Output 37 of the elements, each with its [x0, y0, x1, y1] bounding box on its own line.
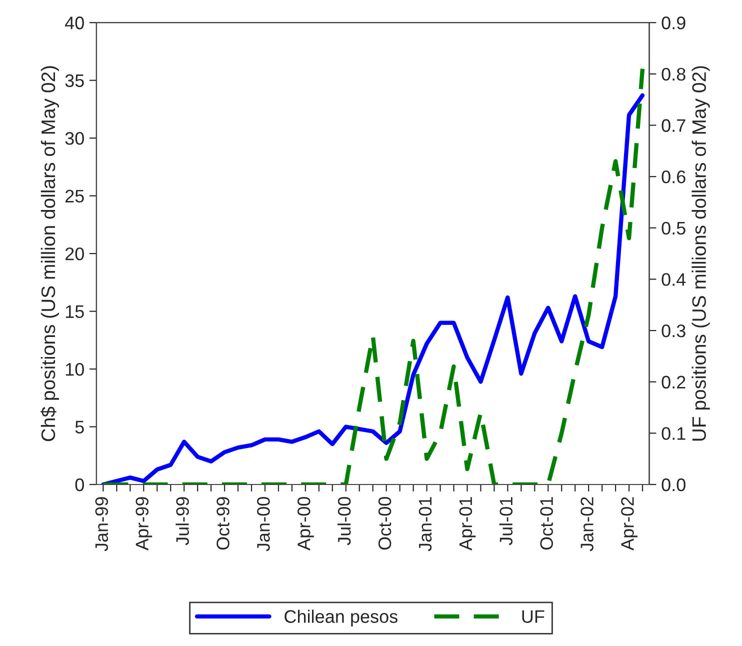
y2-tick-label: 0.8 [662, 68, 686, 81]
y2-tick-label: 0.7 [662, 119, 686, 132]
x-tick-label: Oct-99 [216, 497, 230, 550]
x-tick-label: Oct-01 [540, 497, 553, 550]
x-tick-label: Apr-01 [459, 497, 476, 550]
y2-tick-label: 0.4 [662, 273, 686, 286]
y-tick-label: 40 [64, 16, 84, 30]
legend-label: UF [522, 610, 544, 623]
y-axis-title: Ch$ positions (US million dollars of May 02) [40, 66, 60, 442]
x-tick-label: Apr-99 [136, 497, 152, 550]
x-tick-label: Jan-99 [95, 497, 108, 552]
x-tick-label: Oct-00 [378, 497, 392, 550]
x-tick-label: Jan-01 [418, 497, 432, 552]
y-tick-label: 35 [65, 74, 84, 88]
x-tick-label: Jul-99 [176, 497, 189, 546]
x-tick-label: Jan-02 [580, 497, 594, 552]
x-tick-label: Apr-02 [621, 497, 638, 550]
y2-axis-title: UF positions (US millions dollars of May 02) [692, 66, 710, 441]
y-tick-label: 0 [75, 478, 84, 492]
x-tick-label: Jan-00 [257, 497, 270, 552]
y-tick-label: 30 [65, 132, 84, 145]
y2-tick-label: 0.0 [662, 478, 686, 492]
y-tick-label: 5 [75, 420, 84, 434]
y2-tick-label: 0.5 [662, 222, 686, 235]
y2-tick-label: 0.2 [662, 376, 686, 389]
y2-tick-label: 0.3 [662, 324, 686, 338]
y-tick-label: 10 [66, 362, 84, 376]
x-tick-label: Apr-00 [298, 497, 314, 550]
y2-tick-label: 0.6 [662, 170, 686, 184]
y2-tick-label: 0.1 [662, 427, 686, 440]
y2-tick-label: 0.9 [662, 16, 686, 30]
legend-label: Chilean pesos [284, 610, 398, 627]
y-tick-label: 15 [66, 305, 84, 318]
y-tick-label: 20 [65, 247, 84, 260]
x-tick-label: Jul-01 [499, 497, 513, 546]
x-tick-label: Jul-00 [337, 497, 351, 546]
y-tick-label: 25 [65, 190, 84, 203]
